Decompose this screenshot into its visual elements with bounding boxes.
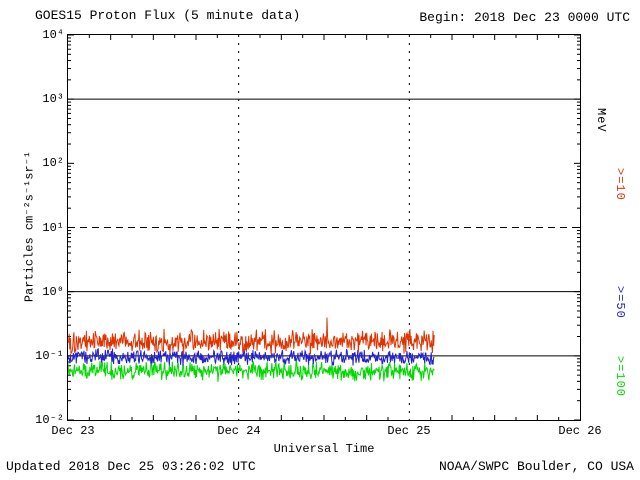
y-tick-1e1: 10¹: [42, 221, 64, 235]
flux-series-50mev: [68, 347, 435, 366]
flux-series-100mev: [68, 360, 435, 382]
y-tick-1e3: 10³: [42, 92, 64, 106]
y-tick-1e-1: 10⁻¹: [35, 349, 64, 363]
x-tick-dec26: Dec 26: [558, 424, 602, 438]
y-tick-1e2: 10²: [42, 156, 64, 170]
x-tick-dec24: Dec 24: [217, 424, 261, 438]
series-label-1: >=50: [613, 286, 627, 319]
flux-series-10mev: [68, 317, 435, 356]
plot-area: [67, 34, 581, 421]
series-label-0: >=10: [613, 168, 627, 201]
y-tick-1e4: 10⁴: [42, 28, 64, 42]
mev-unit-label: MeV: [594, 108, 608, 133]
begin-time-label: Begin: 2018 Dec 23 0000 UTC: [419, 10, 630, 25]
plot-svg: [68, 35, 580, 420]
x-axis-label: Universal Time: [273, 442, 375, 456]
y-tick-1e-2: 10⁻²: [35, 413, 64, 427]
chart-title: GOES15 Proton Flux (5 minute data): [35, 8, 301, 23]
series-label-2: >=100: [613, 356, 627, 398]
y-tick-1e0: 10⁰: [42, 285, 64, 299]
x-tick-dec23: Dec 23: [51, 424, 95, 438]
updated-timestamp: Updated 2018 Dec 25 03:26:02 UTC: [6, 459, 256, 474]
x-tick-dec25: Dec 25: [387, 424, 431, 438]
source-attribution: NOAA/SWPC Boulder, CO USA: [438, 459, 634, 474]
